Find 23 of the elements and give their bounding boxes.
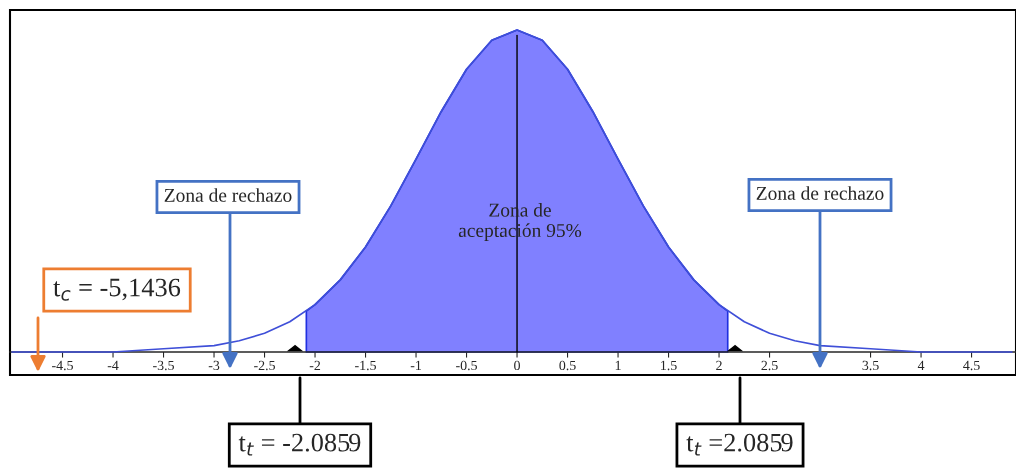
x-tick-label: 2.5 xyxy=(761,360,778,371)
x-tick-label: 3.5 xyxy=(862,360,879,371)
x-tick-label: 2 xyxy=(716,360,722,370)
x-tick-label: -0.5 xyxy=(456,360,477,371)
x-tick-label: -1.5 xyxy=(355,360,376,371)
x-tick-label: -4 xyxy=(107,360,119,370)
x-tick-label: 1.5 xyxy=(661,360,677,371)
x-tick-label: -4.5 xyxy=(52,360,73,371)
x-tick-label: 4.5 xyxy=(963,360,980,371)
annotation: Zona de rechazo xyxy=(164,188,292,202)
x-tick-label: 1 xyxy=(615,360,621,370)
x-tick-label: -2.5 xyxy=(254,360,275,371)
x-tick-label: -3 xyxy=(208,360,220,371)
x-tick-label: -1 xyxy=(410,360,421,370)
x-tick-label: 0 xyxy=(514,360,520,371)
x-tick-label: 4 xyxy=(917,360,925,370)
text: t$_{t}$ =2.0859 xyxy=(686,433,793,456)
x-tick-label: -3.5 xyxy=(153,360,174,371)
annotation: Zona de rechazo xyxy=(756,186,884,200)
annotation: t$_{c}$ = -5,1436 xyxy=(53,278,181,301)
x-tick-label: 0.5 xyxy=(559,360,576,371)
text: t$_{t}$ = -2.0859 xyxy=(238,433,361,456)
x-tick-label: -2 xyxy=(309,360,321,370)
